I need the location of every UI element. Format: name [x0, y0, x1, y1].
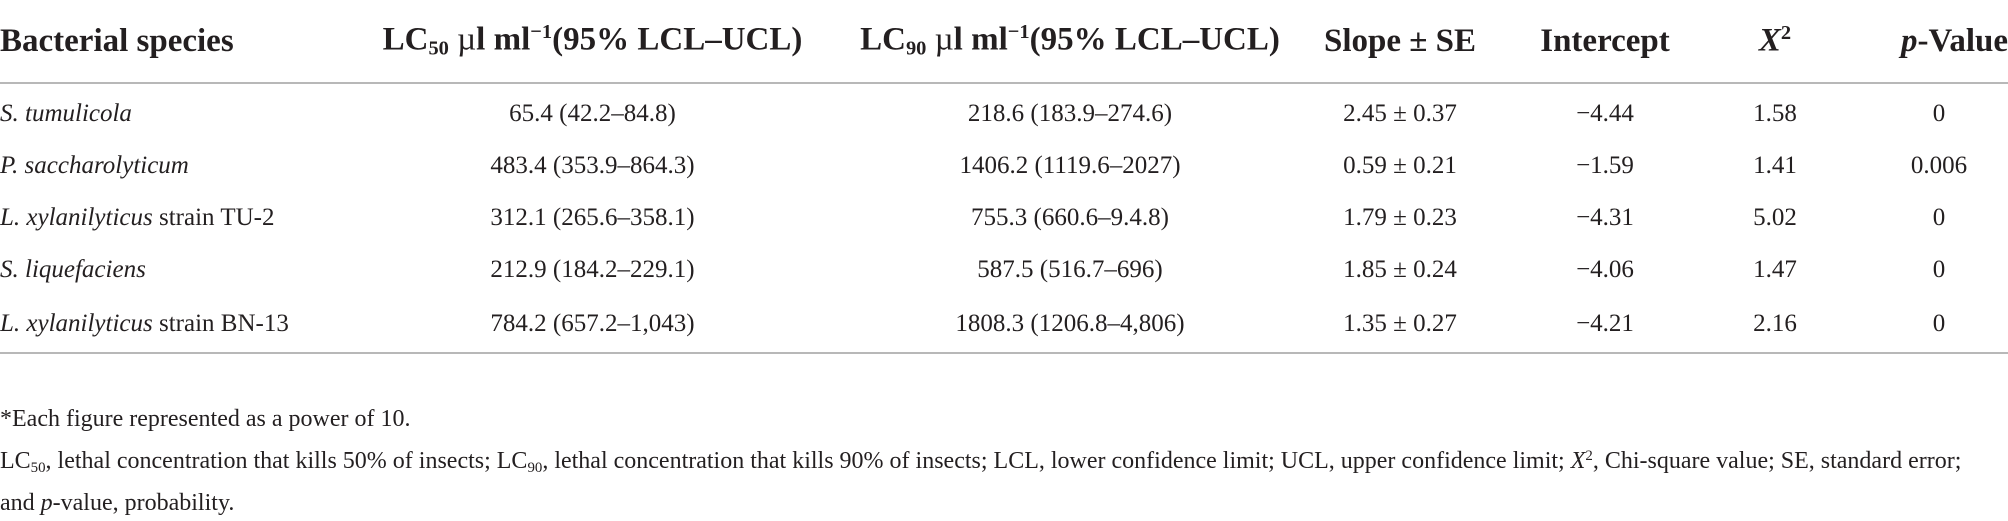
header-lc90: LC90 µl ml−1(95% LCL–UCL) [810, 0, 1300, 84]
cell-lc90: 1406.2 (1119.6–2027) [959, 152, 1181, 179]
cell-lc90: 587.5 (516.7–696) [977, 256, 1163, 283]
header-lc90-superscript: −1 [1007, 21, 1030, 44]
header-lc90-subscript: 90 [905, 37, 927, 60]
cell-p: 0.006 [1910, 152, 1968, 179]
cell-p: 0 [1932, 100, 1946, 127]
cell-intercept: −4.44 [1576, 100, 1634, 127]
cell-chi: 1.41 [1753, 152, 1797, 179]
footnote-power-of-ten: *Each figure represented as a power of 1… [0, 406, 411, 432]
footnote-abbreviations: LC50, lethal concentration that kills 50… [0, 439, 2000, 521]
fn-chi-desc: , Chi-square value; SE, standard error; … [0, 448, 1962, 516]
cell-lc50: 483.4 (353.9–864.3) [490, 152, 695, 179]
header-slope: Slope ± SE [1300, 0, 1500, 84]
header-lc50-space [449, 22, 457, 58]
cell-p: 0 [1932, 256, 1946, 283]
fn-lc50-desc: , lethal concentration that kills 50% of… [45, 448, 528, 475]
cell-species: L. xylanilyticus strain BN-13 [0, 296, 330, 354]
species-italic: S. tumulicola [0, 100, 132, 127]
header-lc50-subscript: 50 [428, 37, 449, 60]
table-row: S. liquefaciens 212.9 (184.2–229.1) 587.5 … [0, 244, 2008, 296]
species-italic: L. xylanilyticus [0, 204, 153, 231]
cell-chi: 5.02 [1753, 204, 1797, 231]
table-row: L. xylanilyticus strain BN-13 784.2 (657.… [0, 296, 2008, 354]
cell-species: P. saccharolyticum [0, 140, 330, 192]
cell-slope: 1.85 ± 0.24 [1343, 256, 1457, 283]
header-slope-label: Slope ± SE [1324, 22, 1476, 59]
header-lc50-mu: µ [457, 21, 477, 58]
cell-slope: 0.59 ± 0.21 [1343, 152, 1457, 179]
cell-lc50: 65.4 (42.2–84.8) [509, 100, 676, 127]
header-intercept-label: Intercept [1540, 22, 1670, 59]
cell-lc50: 212.9 (184.2–229.1) [490, 256, 695, 283]
species-italic: S. liquefaciens [0, 256, 146, 283]
header-p-italic: p [1901, 22, 1918, 59]
fn-chi-sup: 2 [1585, 448, 1593, 464]
cell-species: S. tumulicola [0, 83, 330, 140]
cell-slope: 1.79 ± 0.23 [1343, 204, 1457, 231]
fn-lc90-sub: 90 [527, 459, 543, 476]
fn-lc90-desc: , lethal concentration that kills 90% of… [542, 448, 1571, 475]
cell-chi: 1.58 [1753, 100, 1797, 127]
cell-species: L. xylanilyticus strain TU-2 [0, 192, 330, 244]
cell-slope: 1.35 ± 0.27 [1300, 296, 1500, 354]
header-lc90-space [926, 22, 934, 58]
cell-lc90: 218.6 (183.9–274.6) [967, 100, 1173, 127]
header-lc90-mu: µ [934, 21, 954, 58]
fn-lc50-sub: 50 [30, 459, 46, 476]
cell-lc90: 1808.3 (1206.8–4,806) [810, 296, 1300, 354]
cell-lc50: 784.2 (657.2–1,043) [330, 296, 810, 354]
cell-chi: 2.16 [1710, 296, 1840, 354]
table-footnotes: *Each figure represented as a power of 1… [0, 402, 2000, 521]
header-species-label: Bacterial species [0, 22, 234, 59]
species-strain: strain TU-2 [152, 204, 275, 231]
header-lc50: LC50 µl ml−1(95% LCL–UCL) [330, 0, 810, 84]
header-lc90-text: LC [860, 21, 906, 58]
header-lc90-unit: l ml [953, 21, 1008, 58]
header-chi-square: X2 [1710, 0, 1840, 84]
species-italic: L. xylanilyticus [0, 310, 153, 337]
lc-results-table: Bacterial species LC50 µl ml−1(95% LCL–U… [0, 0, 2008, 354]
header-species: Bacterial species [0, 0, 330, 84]
table-row: P. saccharolyticum 483.4 (353.9–864.3) 140… [0, 140, 2008, 192]
fn-p-desc: -value, probability. [52, 489, 235, 516]
fn-chi-x: X [1570, 448, 1586, 475]
cell-p: 0 [1840, 296, 2008, 354]
cell-slope: 2.45 ± 0.37 [1343, 100, 1457, 127]
fn-p-italic: p [40, 489, 53, 516]
cell-lc50: 312.1 (265.6–358.1) [490, 204, 695, 231]
header-lc50-unit: l ml [476, 21, 531, 58]
table-body: S. tumulicola 65.4 (42.2–84.8) 218.6 (183.… [0, 83, 2008, 354]
header-intercept: Intercept [1500, 0, 1710, 84]
header-chi-x: X [1758, 22, 1781, 59]
cell-p: 0 [1932, 204, 1946, 231]
species-strain: strain BN-13 [152, 310, 289, 337]
cell-lc90: 755.3 (660.6–9.4.8) [971, 204, 1169, 231]
cell-intercept: −4.06 [1576, 256, 1634, 283]
cell-intercept: −4.21 [1500, 296, 1710, 354]
header-lc90-ci: (95% LCL–UCL) [1029, 21, 1280, 58]
species-italic: P. saccharolyticum [0, 152, 189, 179]
cell-intercept: −4.31 [1576, 204, 1634, 231]
header-lc50-ci: (95% LCL–UCL) [552, 21, 803, 58]
table-row: L. xylanilyticus strain TU-2 312.1 (265.6… [0, 192, 2008, 244]
header-row: Bacterial species LC50 µl ml−1(95% LCL–U… [0, 0, 2008, 84]
header-lc50-superscript: −1 [530, 21, 553, 44]
cell-chi: 1.47 [1753, 256, 1797, 283]
header-p-rest: -Value [1917, 22, 2008, 59]
table-row: S. tumulicola 65.4 (42.2–84.8) 218.6 (183.… [0, 83, 2008, 140]
header-p-value: p-Value [1840, 0, 2008, 84]
cell-species: S. liquefaciens [0, 244, 330, 296]
header-chi-superscript: 2 [1780, 22, 1792, 45]
fn-lc-text: LC [0, 448, 31, 475]
cell-intercept: −1.59 [1576, 152, 1634, 179]
header-lc50-text: LC [382, 21, 429, 58]
